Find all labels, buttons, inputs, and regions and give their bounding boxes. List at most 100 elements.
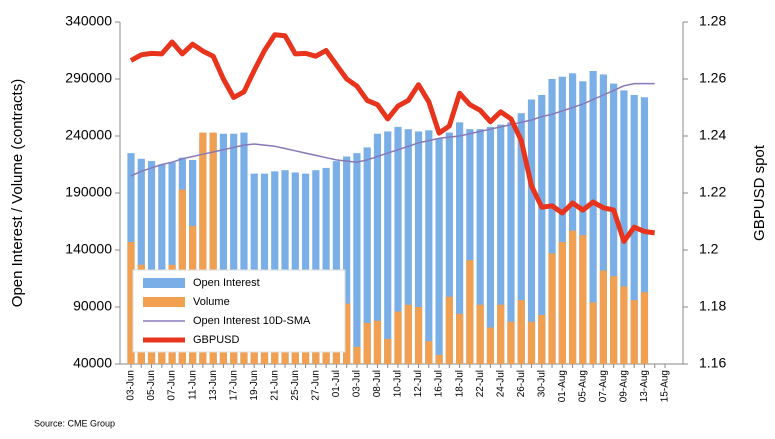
bar [414,131,423,364]
y-tick-label: 90000 [73,298,112,314]
bar [620,286,628,364]
bar [548,253,556,364]
bar [219,133,228,364]
legend: Open Interest Volume Open Interest 10D-SMA… [132,269,346,353]
x-tick-label: 05-Aug [577,370,588,402]
bar [456,122,464,364]
bar [486,126,495,364]
y2-tick-label: 1.28 [699,13,726,29]
y-tick-label: 290000 [65,70,112,86]
bar [435,354,443,364]
x-tick-label: 13-Jun [208,370,219,401]
bar [599,270,607,364]
bar [579,235,587,364]
bar [527,99,536,365]
bar [414,307,423,364]
x-tick-label: 30-Jul [536,370,547,397]
bar [158,164,166,364]
bar [353,153,361,364]
bar [476,304,484,364]
y2-tick-label: 1.26 [699,70,726,86]
bar [271,171,279,364]
y-tick-label: 190000 [65,184,112,200]
line [129,32,656,244]
bar [517,113,525,364]
bar [568,73,577,365]
bar [384,338,392,364]
legend-label: Open Interest [193,277,260,289]
y2-tick-label: 1.24 [699,127,726,143]
bar [466,260,474,364]
legend-label: Volume [193,296,230,308]
bar [343,303,351,364]
x-tick-label: 15-Aug [660,370,671,402]
x-tick-label: 03-Jul [352,370,363,397]
bar [404,304,412,364]
x-tick-label: 07-Aug [598,370,609,402]
bar [230,133,238,364]
bar [589,302,597,364]
bar [497,304,505,364]
bar [425,130,433,364]
bar [281,170,289,364]
bar [260,173,269,364]
y-axis-title: Open Interest / Volume (contracts) [9,79,26,307]
bar [343,156,351,364]
x-tick-label: 27-Jun [310,370,321,401]
bar [486,327,495,364]
bar [312,170,320,364]
x-tick-label: 25-Jun [290,370,301,401]
x-tick-label: 16-Jul [434,370,445,397]
bar [209,132,217,364]
bar [548,79,556,364]
bar [527,321,536,364]
bar [240,132,248,364]
bar [394,311,402,364]
x-tick-label: 22-Jul [475,370,486,397]
x-tick-label: 01-Aug [557,370,568,402]
bar [394,126,402,364]
y-tick-label: 240000 [65,127,112,143]
bar [558,76,566,364]
bar [363,322,371,364]
legend-swatch [143,297,185,307]
bar [147,161,156,364]
y2-tick-label: 1.22 [699,184,726,200]
y2-tick-label: 1.16 [699,355,726,371]
x-tick-label: 21-Jun [269,370,280,401]
bar [404,129,412,364]
bar [610,83,618,364]
bar [250,173,258,364]
bar [435,138,443,364]
bar [373,320,382,364]
bar [353,346,361,364]
x-tick-label: 13-Aug [639,370,650,402]
bar [507,122,515,364]
bar [497,124,505,364]
bar [199,132,207,364]
y2-tick-label: 1.18 [699,298,726,314]
legend-label: GBPUSD [193,334,240,346]
bar [127,242,135,364]
x-tick-label: 08-Jul [372,370,383,397]
bar [466,129,474,364]
bar [137,158,145,364]
y2-tick-label: 1.2 [699,241,719,257]
bar [538,314,546,364]
bar [568,230,577,364]
x-tick-label: 17-Jun [228,370,239,401]
x-tick-label: 12-Jul [413,370,424,397]
bar [332,161,340,364]
bar [558,242,566,364]
bar [517,300,525,364]
y2-axis-title: GBPUSD spot [751,144,768,241]
bar [620,90,628,365]
bar [579,81,587,364]
bar [301,173,310,364]
bar [599,74,607,364]
bar [373,133,382,364]
x-tick-label: 11-Jun [187,370,198,400]
x-tick-label: 19-Jun [249,370,260,401]
bar [322,167,330,364]
